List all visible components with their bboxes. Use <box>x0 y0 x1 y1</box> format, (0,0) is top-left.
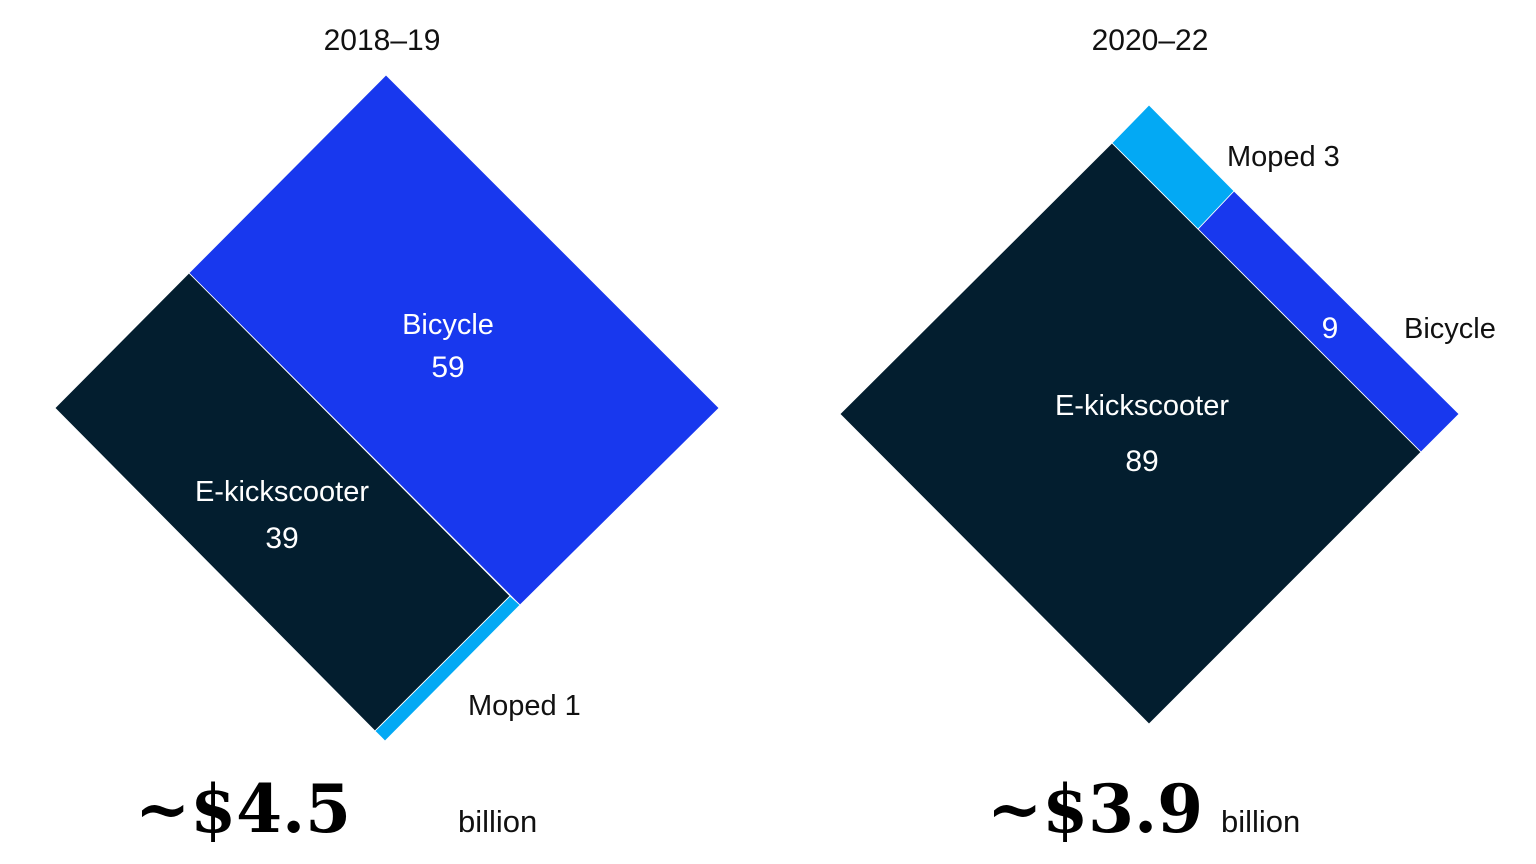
total-unit-2018-19: billion <box>458 804 537 839</box>
chart-title-2020-22: 2020–22 <box>1092 24 1209 57</box>
label-bicycle-2018-19: Bicycle <box>402 309 494 341</box>
label-e-kickscooter-2020-22: E-kickscooter <box>1055 390 1229 422</box>
total-2020-22: ~$3.9 <box>987 770 1203 848</box>
chart-2020-22: 2020–22 E-kickscooter 89 Moped 3 9 Bicycl… <box>839 24 1496 848</box>
chart-title-2018-19: 2018–19 <box>324 24 441 57</box>
label-e-kickscooter-2018-19: E-kickscooter <box>195 476 369 508</box>
label-moped-2018-19: Moped <box>468 690 557 722</box>
total-value-2020-22: ~$3.9 <box>987 770 1203 848</box>
segment-moped-2018-19 <box>374 595 521 742</box>
segment-moped-2020-22 <box>1111 104 1235 230</box>
total-value-2018-19: ~$4.5 <box>135 770 351 848</box>
value-moped-2020-22: 3 <box>1324 141 1340 173</box>
total-2018-19: ~$4.5 <box>135 770 351 848</box>
value-bicycle-2020-22: 9 <box>1322 312 1339 345</box>
callout-moped-2020-22: Moped 3 <box>1227 141 1340 173</box>
total-unit-2020-22: billion <box>1221 804 1300 839</box>
label-moped-2020-22: Moped <box>1227 141 1316 173</box>
value-e-kickscooter-2020-22: 89 <box>1125 445 1158 478</box>
value-bicycle-2018-19: 59 <box>431 351 464 384</box>
label-bicycle-2020-22: Bicycle <box>1404 313 1496 345</box>
chart-2018-19: 2018–19 Bicycle 59 E-kickscooter 39 Mope… <box>54 24 720 848</box>
value-moped-2018-19: 1 <box>565 690 581 722</box>
segment-e-kickscooter-2020-22 <box>839 142 1422 725</box>
segment-bicycle-2018-19 <box>188 74 720 606</box>
value-e-kickscooter-2018-19: 39 <box>265 522 298 555</box>
callout-moped-2018-19: Moped 1 <box>468 690 581 722</box>
